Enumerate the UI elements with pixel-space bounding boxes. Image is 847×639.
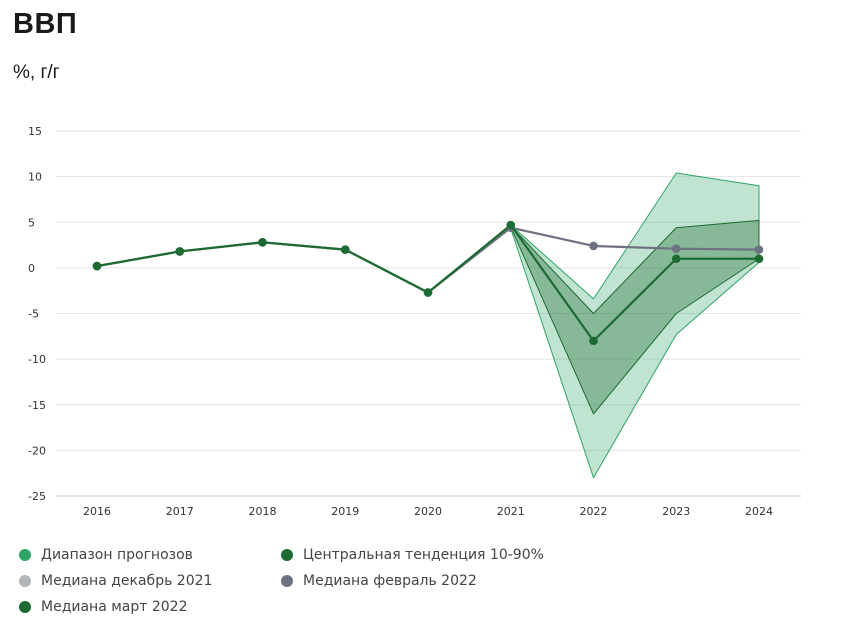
y-tick-label: -25	[28, 490, 46, 503]
x-tick-label: 2019	[331, 505, 359, 518]
series-point-2	[754, 254, 764, 264]
series-point-2	[175, 247, 185, 256]
y-tick-label: -10	[28, 353, 46, 366]
chart-title: ВВП	[13, 8, 78, 40]
y-tick-label: -20	[28, 444, 46, 457]
series-point-2	[423, 288, 433, 297]
y-tick-label: 10	[28, 171, 42, 184]
x-tick-label: 2018	[249, 505, 277, 518]
series-point-2	[92, 261, 102, 271]
legend-label-central-tendency: Центральная тенденция 10-90%	[303, 547, 544, 563]
x-tick-label: 2016	[83, 505, 111, 518]
series-point-2	[671, 254, 681, 264]
legend-label-forecast-range: Диапазон прогнозов	[41, 547, 193, 563]
legend-item-median-dec-2021[interactable]: Медиана декабрь 2021	[19, 573, 212, 589]
chart-subtitle: %, г/г	[13, 62, 60, 83]
legend-item-median-mar-2022[interactable]: Медиана март 2022	[19, 599, 188, 615]
series-line-0	[95, 225, 512, 294]
series-point-2	[589, 336, 598, 346]
legend-label-median-feb-2022: Медиана февраль 2022	[303, 573, 477, 589]
x-tick-label: 2022	[580, 505, 608, 518]
legend-label-median-dec-2021: Медиана декабрь 2021	[41, 573, 213, 589]
legend-marker-median-mar-2022	[19, 601, 31, 613]
series-point-2	[340, 245, 350, 254]
y-tick-label: -15	[28, 399, 46, 412]
x-tick-label: 2020	[414, 505, 442, 518]
y-tick-label: 15	[28, 125, 42, 138]
x-tick-label: 2017	[166, 505, 194, 518]
y-tick-label: 0	[28, 262, 35, 275]
gdp-chart: 15 10 5 0 -5 -10 -15 -20 -25 2016 2017 2018 2019 2020…	[28, 125, 801, 518]
legend-marker-median-dec-2021	[19, 575, 31, 587]
series-point-1	[754, 245, 764, 254]
y-tick-label: -5	[28, 308, 39, 321]
series-point-2	[506, 220, 516, 230]
x-tick-label: 2023	[662, 505, 690, 518]
legend-label-median-mar-2022: Медиана март 2022	[41, 599, 188, 615]
series-point-1	[589, 241, 598, 251]
legend-marker-forecast-range	[19, 549, 31, 561]
legend-item-central-tendency[interactable]: Центральная тенденция 10-90%	[281, 547, 544, 563]
series-point-2	[258, 238, 267, 247]
legend-item-forecast-range[interactable]: Диапазон прогнозов	[19, 547, 193, 563]
x-tick-label: 2021	[497, 505, 525, 518]
legend-marker-median-feb-2022	[281, 575, 293, 587]
x-tick-label: 2024	[745, 505, 773, 518]
legend-item-median-feb-2022[interactable]: Медиана февраль 2022	[281, 573, 477, 589]
y-tick-label: 5	[28, 216, 35, 229]
series-point-1	[671, 244, 681, 254]
legend-marker-central-tendency	[281, 549, 293, 561]
